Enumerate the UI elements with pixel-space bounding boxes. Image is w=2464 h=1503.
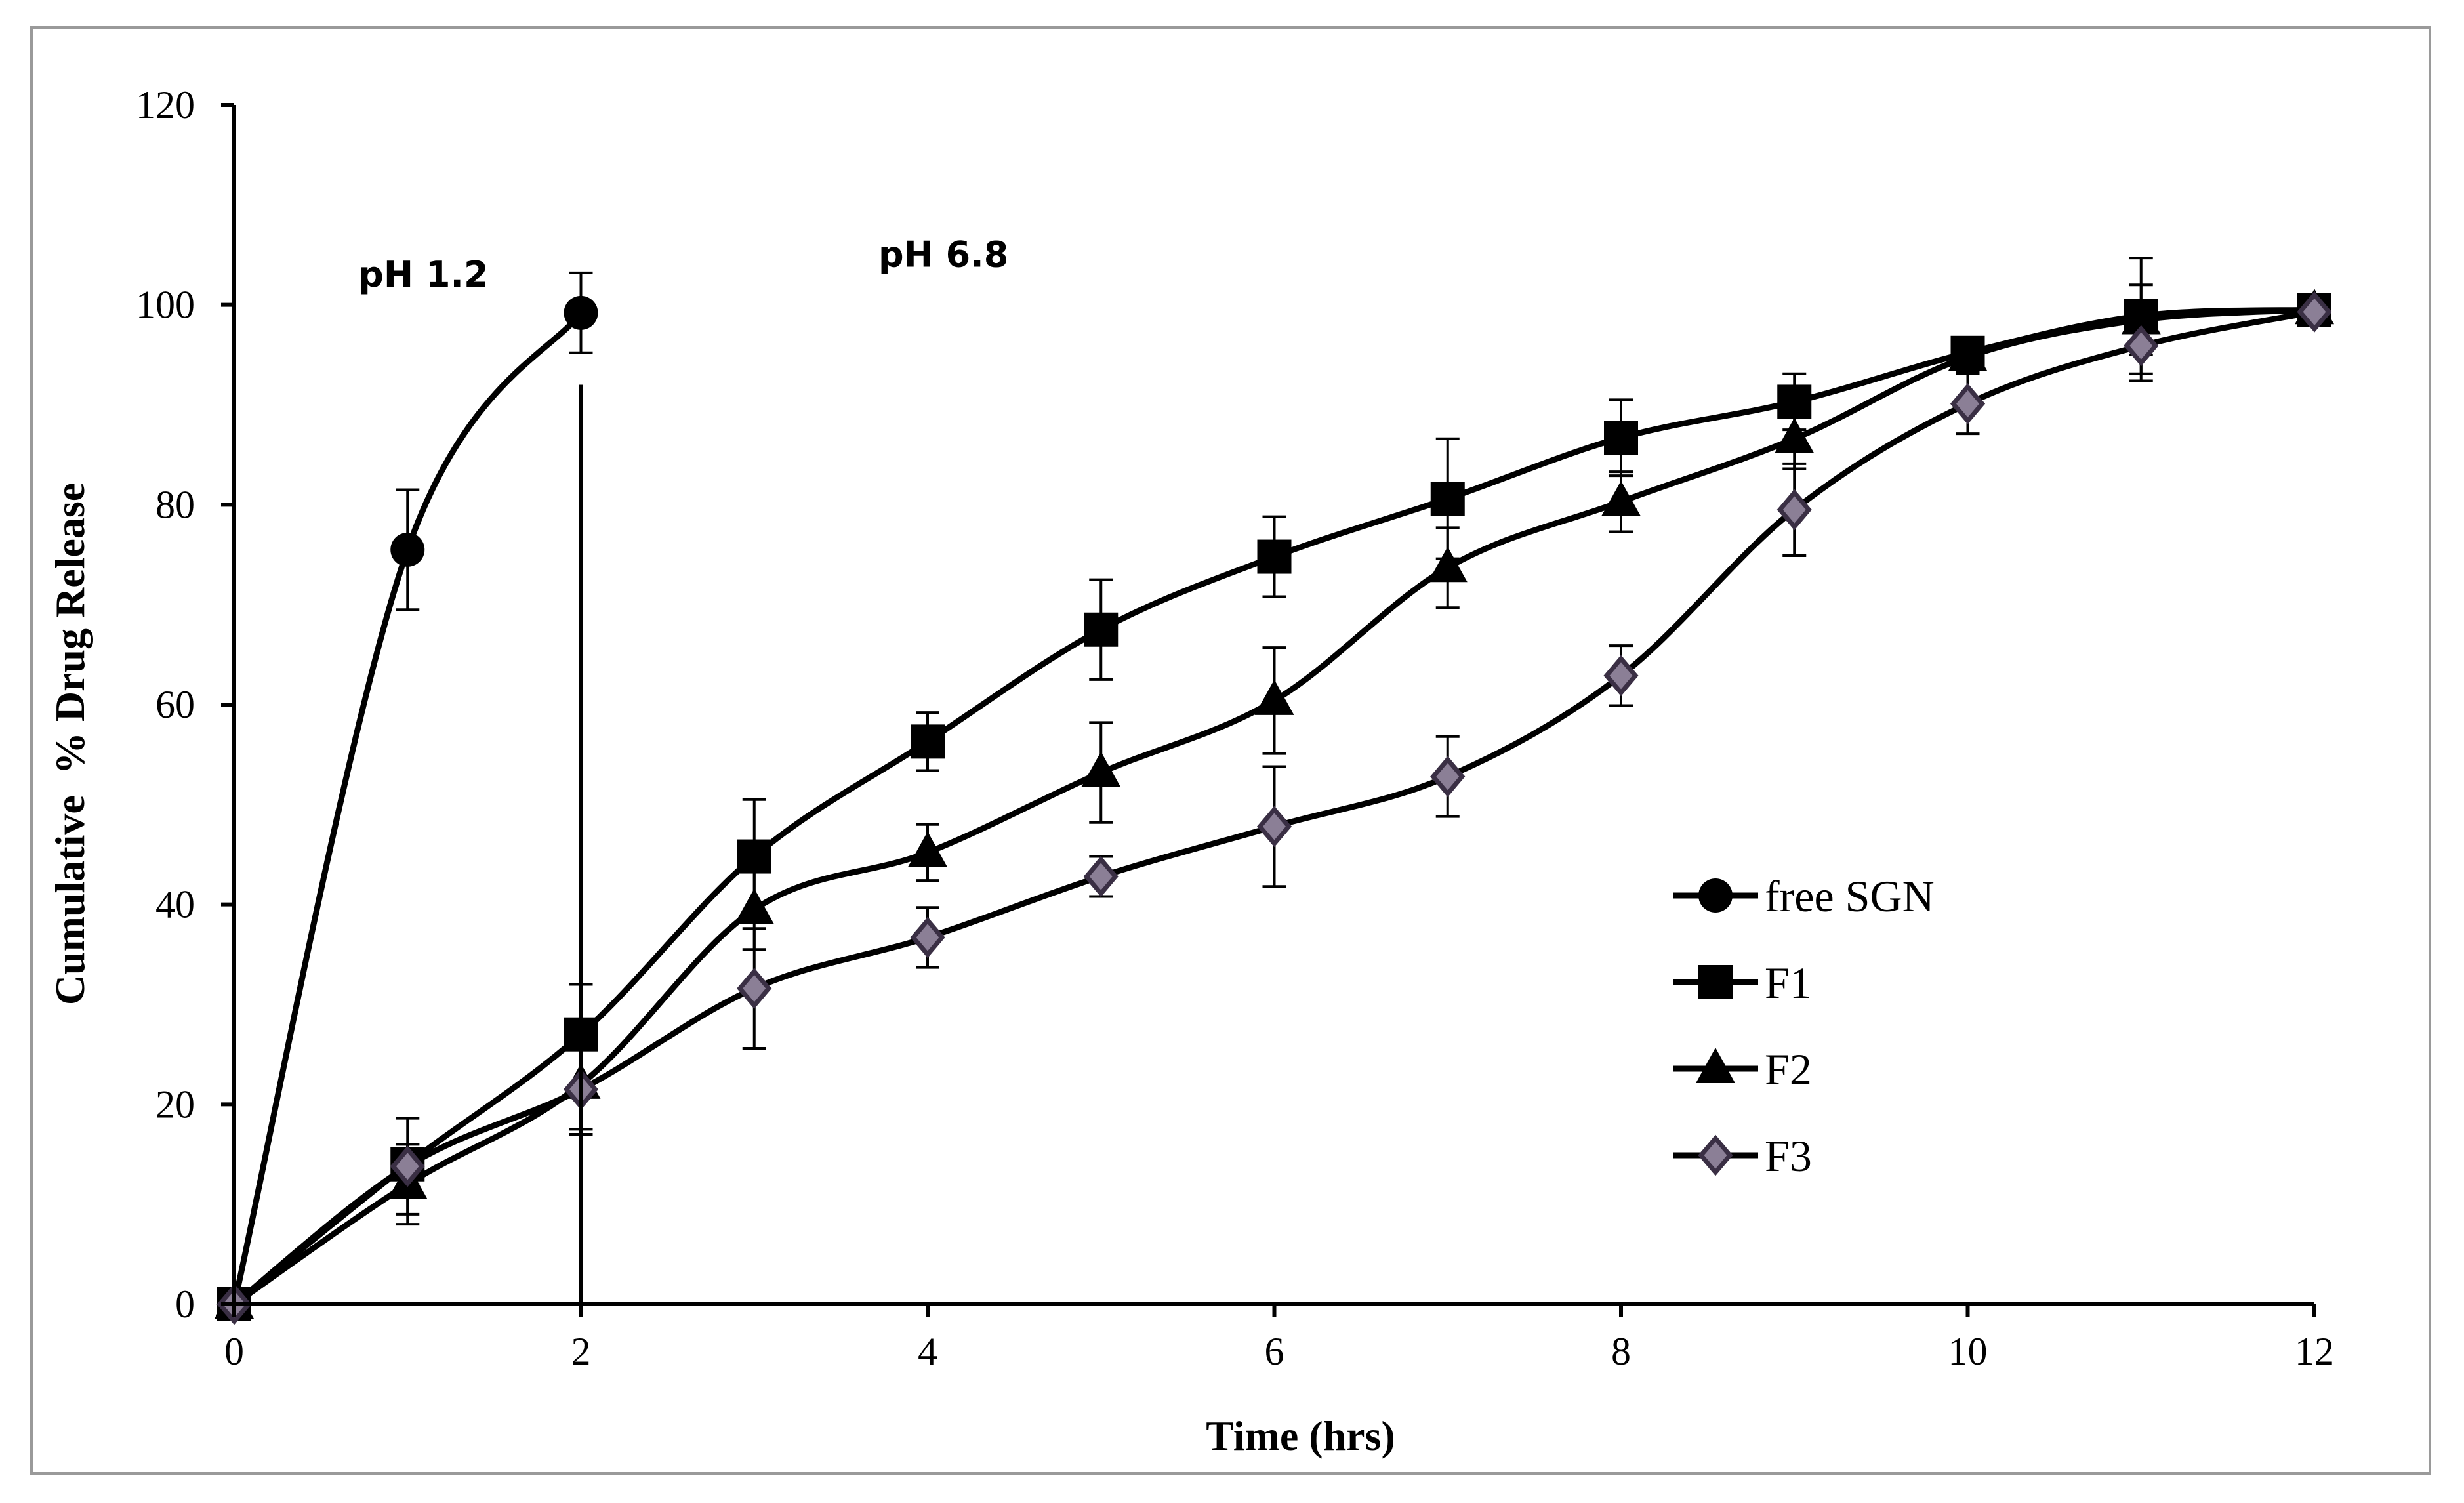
- data-point-f3: [737, 968, 772, 1010]
- y-tick-label: 0: [175, 1283, 195, 1326]
- data-point-f3: [1776, 489, 1812, 531]
- axis-ticks: 0 20 40 60 80 100 120 0 2 4 6 8 10 12: [136, 83, 2334, 1373]
- data-point-f2: [1081, 751, 1121, 787]
- x-tick-label: 12: [2295, 1330, 2334, 1373]
- x-axis-title: Time (hrs): [1206, 1412, 1395, 1459]
- data-point-f1: [1257, 539, 1292, 574]
- x-tick-label: 10: [1948, 1330, 1988, 1373]
- legend-label: F2: [1765, 1044, 1812, 1094]
- data-point-f2: [1948, 335, 1988, 371]
- annotation-ph-1-2: pH 1.2: [358, 254, 488, 295]
- data-point-free-sgn: [390, 532, 425, 567]
- data-point-f1: [1777, 384, 1812, 419]
- data-point-f1: [911, 724, 945, 759]
- legend-item-free-sgn: free SGN: [1673, 871, 1935, 921]
- legend-marker-f2: [1696, 1048, 1735, 1083]
- data-point-f2: [2121, 299, 2161, 335]
- y-tick-label: 60: [155, 683, 195, 726]
- y-tick-label: 80: [155, 483, 195, 526]
- data-point-f3: [2297, 291, 2332, 333]
- data-point-f3: [1430, 756, 1466, 798]
- data-point-f2: [1254, 679, 1294, 715]
- x-tick-label: 2: [571, 1330, 591, 1373]
- legend-item-f2: F2: [1673, 1044, 1812, 1094]
- series-line-free-sgn: [231, 310, 584, 1307]
- legend-item-f1: F1: [1673, 958, 1812, 1008]
- data-point-f3: [910, 916, 945, 958]
- data-point-f3: [1256, 806, 1292, 848]
- y-tick-label: 40: [155, 883, 195, 926]
- legend-marker-f1: [1698, 965, 1733, 999]
- data-point-f1: [1084, 612, 1119, 647]
- chart-frame: [30, 26, 2431, 1475]
- data-point-f1: [1430, 482, 1465, 516]
- data-point-f3: [1603, 655, 1639, 697]
- legend-label: F3: [1765, 1131, 1812, 1181]
- legend-label: F1: [1765, 958, 1812, 1008]
- x-tick-label: 6: [1265, 1330, 1284, 1373]
- legend: free SGN F1 F2 F3: [1673, 871, 1935, 1181]
- data-point-f2: [1427, 546, 1468, 583]
- data-point-f2: [1601, 480, 1641, 516]
- legend-marker-f3: [1698, 1134, 1733, 1176]
- y-tick-label: 20: [155, 1082, 195, 1126]
- annotation-ph-6-8: pH 6.8: [878, 234, 1008, 276]
- series-markers: [215, 289, 2334, 1325]
- x-tick-label: 8: [1611, 1330, 1631, 1373]
- data-point-f1: [1604, 421, 1638, 455]
- legend-item-f3: F3: [1673, 1131, 1812, 1181]
- data-point-free-sgn: [564, 295, 598, 330]
- data-point-f2: [1775, 417, 1815, 453]
- legend-label: free SGN: [1765, 871, 1935, 921]
- x-tick-label: 4: [918, 1330, 937, 1373]
- legend-marker-free-sgn: [1698, 878, 1733, 913]
- data-point-f3: [2124, 325, 2159, 367]
- y-axis-title: Cumulative % Drug Release: [47, 483, 93, 1005]
- y-tick-label: 100: [136, 283, 195, 327]
- data-point-f3: [1950, 383, 1986, 424]
- x-tick-label: 0: [224, 1330, 244, 1373]
- data-point-f2: [908, 831, 947, 867]
- error-bars: [396, 257, 2326, 1226]
- data-point-f2: [734, 888, 774, 924]
- data-point-f3: [390, 1145, 425, 1187]
- y-tick-label: 120: [136, 83, 195, 127]
- data-point-f3: [1083, 855, 1119, 897]
- data-point-f1: [737, 839, 771, 874]
